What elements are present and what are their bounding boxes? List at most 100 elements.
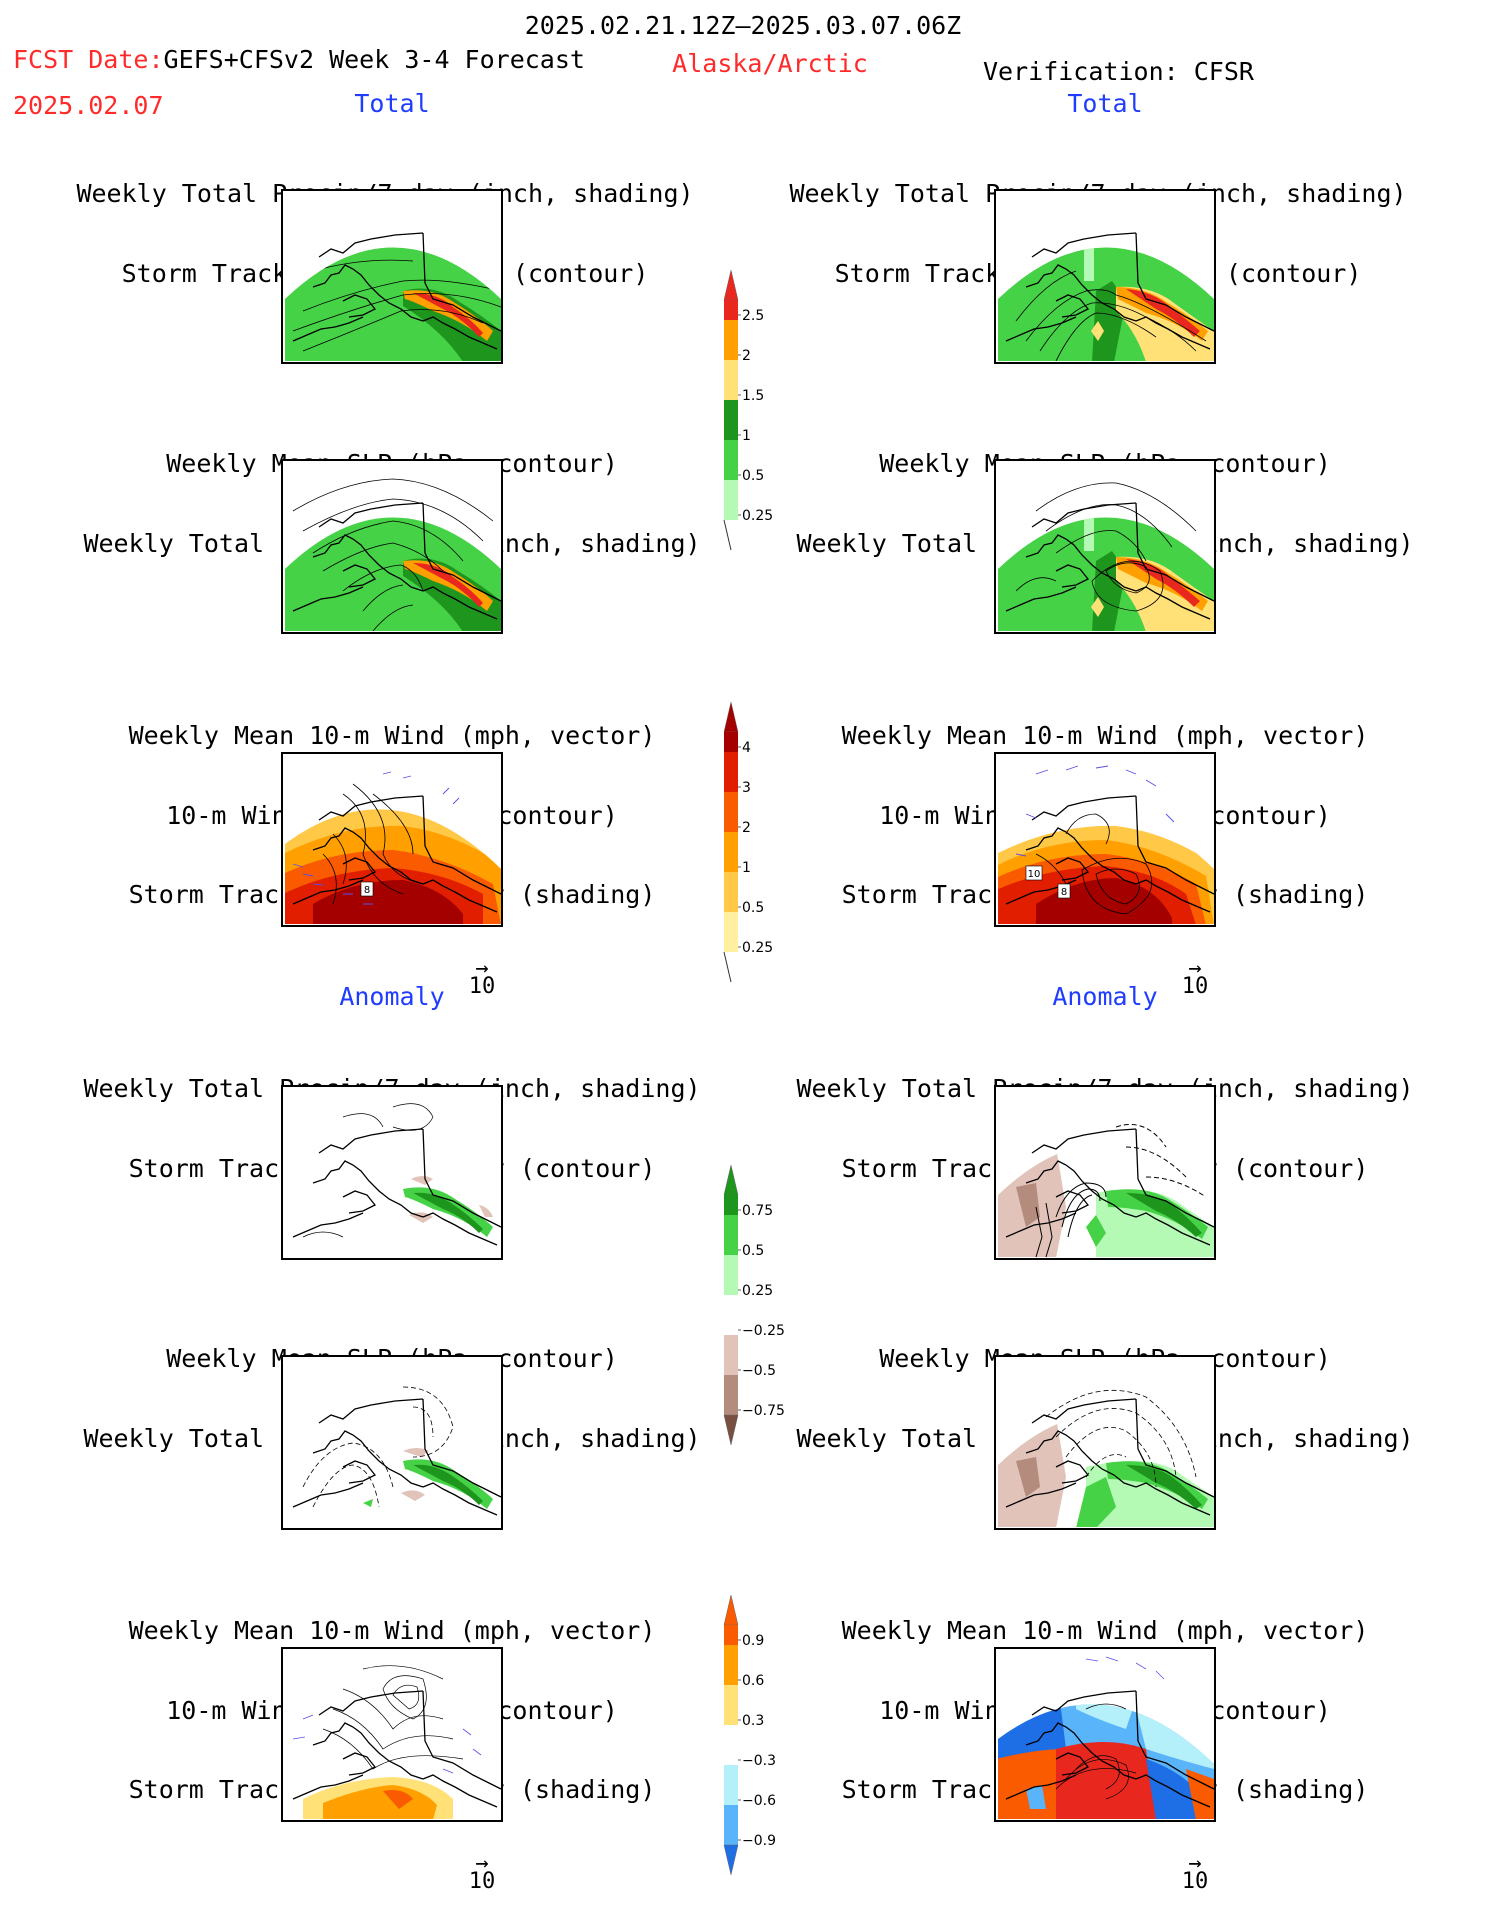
section-anomaly-right: Anomaly	[1052, 982, 1158, 1011]
colorbar-tick-label: 2.5	[742, 308, 764, 324]
vector-scale-value: 10	[1181, 974, 1209, 999]
colorbar-segment	[724, 320, 738, 360]
map-anom-precip-verification	[994, 1085, 1216, 1260]
colorbar-segment	[724, 1255, 738, 1295]
map-total-slp-forecast	[281, 459, 503, 634]
colorbar-tick-label: 0.75	[742, 1203, 773, 1219]
colorbar-tick-label: 0.9	[742, 1633, 764, 1649]
colorbar-cap-top	[723, 1594, 739, 1626]
vector-scale-value: 10	[1181, 1869, 1209, 1894]
title-line: Weekly Mean 10-m Wind (mph, vector)	[128, 721, 656, 750]
contour-label: 8	[1061, 887, 1067, 898]
fcst-date-prefix: FCST Date:	[13, 45, 164, 74]
contour-label: 8	[364, 885, 370, 896]
colorbar-segment	[724, 1765, 738, 1805]
colorbar-precip-total: 2.5 2 1.5 1 0.5 0.25	[718, 269, 828, 555]
colorbar-segment	[724, 1685, 738, 1725]
vector-scale-left-total: → 10	[462, 956, 502, 999]
colorbar-tick-label: −0.75	[742, 1403, 785, 1419]
colorbar-tick-label: 1	[742, 860, 751, 876]
arrow-right-icon: →	[475, 956, 489, 981]
colorbar-tick-label: 0.5	[742, 468, 764, 484]
vector-scale-right-total: → 10	[1175, 956, 1215, 999]
section-anomaly-left: Anomaly	[339, 982, 445, 1011]
contour-label-box	[360, 881, 374, 897]
arrow-right-icon: →	[1188, 956, 1202, 981]
map-total-precip-verification	[994, 189, 1216, 364]
contour-label-box	[1025, 865, 1043, 881]
colorbar-segment	[724, 752, 738, 792]
colorbar-tick-label: −0.9	[742, 1833, 776, 1849]
map-total-wind-verification: 10 8	[994, 752, 1216, 927]
colorbar-cap-top	[723, 701, 739, 733]
section-total-left: Total	[354, 89, 430, 118]
title-line: Weekly Mean 10-m Wind (mph, vector)	[128, 1616, 656, 1645]
colorbar-svg: 4 3 2 1 0.5 0.25	[723, 701, 773, 983]
colorbar-tick-label: 2	[742, 820, 751, 836]
colorbar-cap-bottom	[723, 951, 732, 983]
map-anom-slp-forecast	[281, 1355, 503, 1530]
colorbar-storm-total: 4 3 2 1 0.5 0.25	[718, 701, 828, 987]
map-total-precip-forecast	[281, 189, 503, 364]
colorbar-segment	[724, 1295, 738, 1335]
colorbar-tick-label: 0.5	[742, 900, 764, 916]
colorbar-segment	[724, 1195, 738, 1215]
fcst-date: 2025.02.07	[13, 91, 164, 120]
colorbar-tick-label: 0.25	[742, 1283, 773, 1299]
colorbar-segment	[724, 300, 738, 320]
map-anom-wind-verification	[994, 1647, 1216, 1822]
arrow-right-icon: →	[1188, 1851, 1202, 1876]
colorbar-segment	[724, 1335, 738, 1375]
region-title: Alaska/Arctic	[672, 49, 868, 78]
colorbar-cap-bottom	[723, 1844, 739, 1876]
title-line: Weekly Mean 10-m Wind (mph, vector)	[841, 1616, 1369, 1645]
colorbar-tick-label: 0.6	[742, 1673, 764, 1689]
colorbar-segment	[724, 440, 738, 480]
fcst-date-label: FCST Date:GEFS+CFSv2 Week 3-4 Forecast	[13, 46, 585, 73]
colorbar-svg: 0.75 0.5 0.25 −0.25 −0.5 −0.75	[723, 1164, 785, 1446]
colorbar-svg: 0.9 0.6 0.3 −0.3 −0.6 −0.9	[723, 1594, 776, 1876]
colorbar-tick-label: −0.5	[742, 1363, 776, 1379]
arrow-right-icon: →	[475, 1851, 489, 1876]
colorbar-tick-label: −0.3	[742, 1753, 776, 1769]
colorbar-segment	[724, 832, 738, 872]
colorbar-tick-label: 0.3	[742, 1713, 764, 1729]
colorbar-tick-label: 1	[742, 428, 751, 444]
period-title: 2025.02.21.12Z–2025.03.07.06Z	[524, 11, 962, 40]
colorbar-segment	[724, 1805, 738, 1845]
colorbar-cap-bottom	[723, 519, 732, 551]
map-total-slp-verification	[994, 459, 1216, 634]
colorbar-tick-label: 4	[742, 740, 751, 756]
colorbar-tick-label: 1.5	[742, 388, 764, 404]
colorbar-segment	[724, 400, 738, 440]
map-total-wind-forecast: 8	[281, 752, 503, 927]
title-line: Weekly Mean 10-m Wind (mph, vector)	[841, 721, 1369, 750]
vector-scale-value: 10	[468, 1869, 496, 1894]
colorbar-cap-bottom	[723, 1414, 739, 1446]
colorbar-tick-label: 3	[742, 780, 751, 796]
colorbar-precip-anom: 0.75 0.5 0.25 −0.25 −0.5 −0.75	[718, 1164, 828, 1450]
colorbar-segment	[724, 1625, 738, 1645]
model-title: GEFS+CFSv2 Week 3-4 Forecast	[163, 45, 585, 74]
contour-label: 10	[1028, 869, 1041, 880]
map-anom-precip-forecast	[281, 1085, 503, 1260]
colorbar-segment	[724, 1375, 738, 1415]
map-anom-slp-verification	[994, 1355, 1216, 1530]
colorbar-svg: 2.5 2 1.5 1 0.5 0.25	[723, 269, 773, 551]
colorbar-segment	[724, 360, 738, 400]
colorbar-segment	[724, 792, 738, 832]
colorbar-tick-label: −0.25	[742, 1323, 785, 1339]
section-total-right: Total	[1067, 89, 1143, 118]
colorbar-tick-label: 0.25	[742, 508, 773, 524]
verification-title: Verification: CFSR	[983, 57, 1254, 86]
colorbar-segment	[724, 1645, 738, 1685]
colorbar-cap-top	[723, 269, 739, 301]
colorbar-segment	[724, 732, 738, 752]
colorbar-cap-top	[723, 1164, 739, 1196]
vector-scale-left-anom: → 10	[462, 1851, 502, 1894]
vector-scale-value: 10	[468, 974, 496, 999]
colorbar-segment	[724, 872, 738, 912]
colorbar-segment	[724, 912, 738, 952]
colorbar-segment	[724, 1215, 738, 1255]
colorbar-segment	[724, 480, 738, 520]
